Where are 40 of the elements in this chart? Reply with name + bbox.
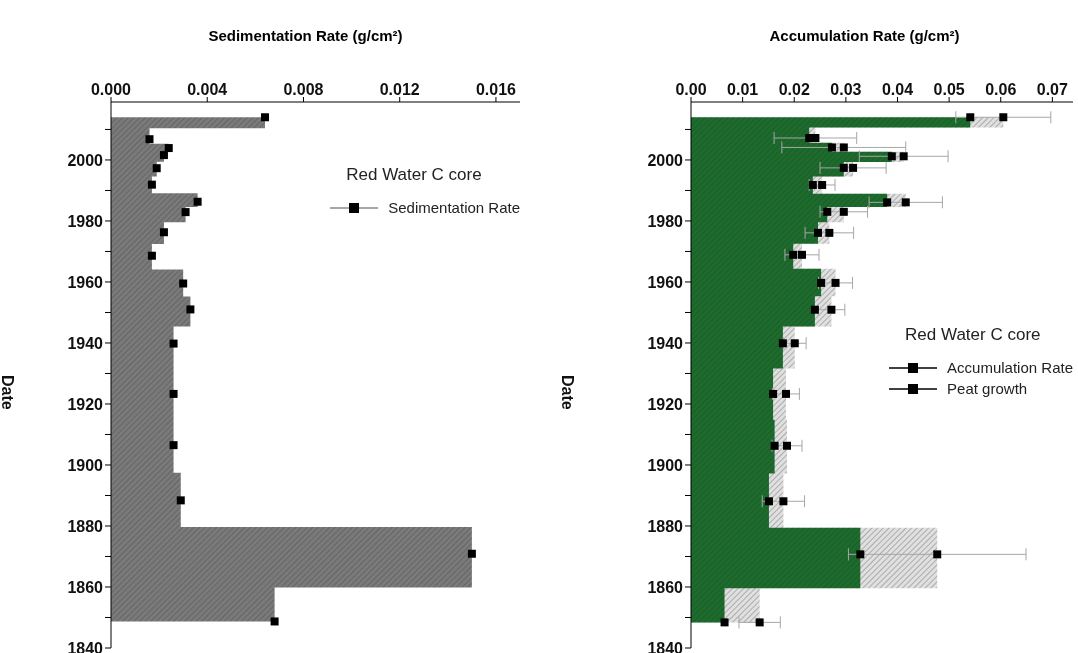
y-tick-label: 1880 <box>647 517 684 535</box>
x-tick-label: 0.012 <box>379 81 420 98</box>
legend-title: Red Water C core <box>905 325 1042 345</box>
y-axis-title: Date <box>0 375 17 410</box>
y-tick-label: 1900 <box>67 456 104 474</box>
x-tick-label: 0.016 <box>475 81 517 98</box>
x-tick-label: 0.05 <box>933 81 965 98</box>
x-tick-label: 0.02 <box>778 81 810 98</box>
y-tick-label: 1960 <box>67 273 104 291</box>
x-tick-label: 0.06 <box>985 81 1017 98</box>
y-axis-title: Date <box>559 375 577 410</box>
x-tick-label: 0.00 <box>675 81 707 98</box>
y-tick-label: 1980 <box>647 212 684 230</box>
y-tick-label: 1860 <box>647 578 684 596</box>
y-tick-label: 1860 <box>67 578 104 596</box>
legend-label: Sedimentation Rate <box>388 199 520 216</box>
y-tick-label: 1840 <box>67 639 104 653</box>
x-tick-label: 0.004 <box>187 81 228 98</box>
y-tick-label: 1980 <box>67 212 104 230</box>
x-tick-label: 0.01 <box>727 81 759 98</box>
y-tick-label: 2000 <box>647 151 684 169</box>
y-tick-label: 2000 <box>67 151 104 169</box>
y-tick-label: 1840 <box>647 639 684 653</box>
y-tick-label: 1940 <box>647 334 684 352</box>
y-tick-label: 1940 <box>67 334 104 352</box>
chart-title: Sedimentation Rate (g/cm²) <box>208 26 403 44</box>
chart-title: Accumulation Rate (g/cm²) <box>769 26 960 44</box>
y-tick-label: 1960 <box>647 273 684 291</box>
legend-label: Accumulation Rate <box>947 359 1073 376</box>
x-tick-label: 0.03 <box>830 81 862 98</box>
legend-title: Red Water C core <box>346 165 483 185</box>
x-tick-label: 0.04 <box>881 81 914 98</box>
y-tick-label: 1880 <box>67 517 104 535</box>
x-tick-label: 0.008 <box>283 81 324 98</box>
x-tick-label: 0.07 <box>1036 81 1069 98</box>
y-tick-label: 1920 <box>67 395 104 413</box>
y-tick-label: 1920 <box>647 395 684 413</box>
x-tick-label: 0.000 <box>90 81 132 98</box>
legend-label: Peat growth <box>947 380 1028 397</box>
y-tick-label: 1900 <box>647 456 684 474</box>
